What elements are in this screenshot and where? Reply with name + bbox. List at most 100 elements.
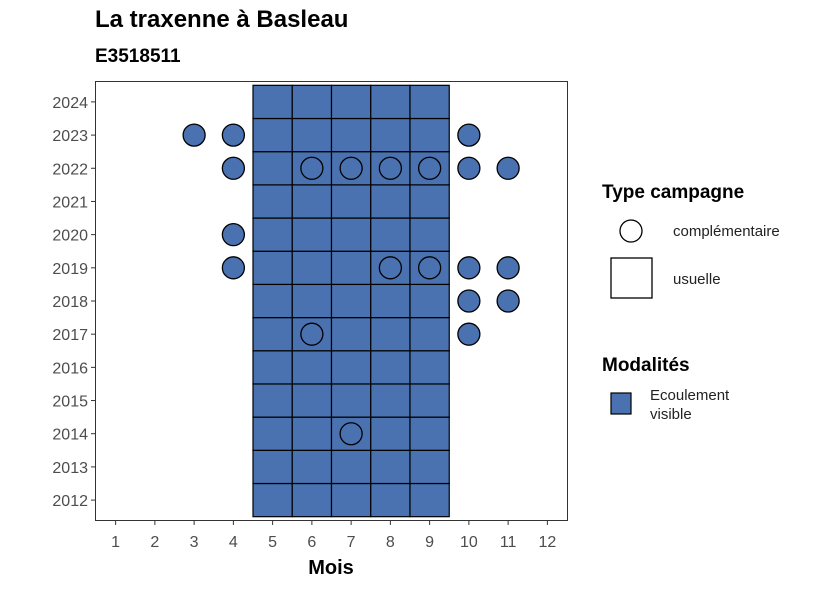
usuelle-square-5-2023 (252, 117, 293, 153)
y-tick-label-2015: 2015 (52, 394, 88, 411)
usuelle-square-8-2020 (370, 217, 411, 252)
usuelle-square-5-2017 (252, 316, 293, 352)
usuelle-square-9-2014 (409, 416, 450, 451)
y-tick-label-2013: 2013 (52, 460, 88, 477)
usuelle-square-5-2018 (252, 283, 293, 319)
usuelle-square-5-2012 (252, 482, 293, 518)
complementaire-point-10-2018 (457, 289, 481, 313)
y-tick-label-2021: 2021 (52, 194, 88, 211)
usuelle-square-8-2017 (370, 316, 411, 352)
usuelle-square-5-2024 (252, 84, 293, 120)
legend-type-title: Type campagne (602, 182, 744, 203)
complementaire-point-4-2022 (221, 156, 246, 180)
complementaire-point-6-2017 (300, 322, 324, 346)
usuelle-square-7-2012 (330, 482, 372, 518)
usuelle-squares (252, 84, 450, 518)
usuelle-square-5-2020 (252, 217, 293, 252)
complementaire-point-11-2022 (496, 156, 520, 180)
y-tick-label-2017: 2017 (52, 327, 88, 344)
usuelle-square-9-2023 (409, 117, 450, 153)
usuelle-square-7-2019 (330, 250, 372, 286)
y-axis: 2012 2013 2014 2015 2016 2017 2018 2019 2020 2021… (52, 95, 96, 510)
usuelle-square-8-2024 (370, 84, 411, 120)
usuelle-square-6-2016 (291, 350, 333, 385)
complementaire-point-10-2023 (457, 123, 481, 147)
usuelle-square-8-2021 (370, 184, 411, 219)
y-tick-label-2012: 2012 (52, 493, 88, 510)
usuelle-square-8-2023 (370, 117, 411, 153)
legend-type-item-usuelle: usuelle (673, 271, 721, 288)
usuelle-square-6-2014 (291, 416, 333, 451)
usuelle-square-5-2021 (252, 184, 293, 219)
usuelle-square-5-2015 (252, 383, 293, 418)
usuelle-square-8-2014 (370, 416, 411, 451)
complementaire-point-4-2023 (221, 123, 246, 147)
usuelle-square-7-2017 (330, 316, 372, 352)
usuelle-square-9-2012 (409, 482, 450, 518)
legend-mod-item-ecoulement: Ecoulement visible (650, 387, 733, 423)
usuelle-square-5-2019 (252, 250, 293, 286)
usuelle-square-8-2015 (370, 383, 411, 418)
x-tick-label-12: 12 (538, 534, 556, 551)
usuelle-square-7-2016 (330, 350, 372, 385)
x-tick-label-2: 2 (150, 534, 159, 551)
x-tick-label-8: 8 (386, 534, 395, 551)
x-tick-label-4: 4 (229, 534, 238, 551)
complementaire-point-8-2019 (378, 256, 403, 280)
complementaire-point-10-2022 (457, 156, 481, 180)
usuelle-square-7-2020 (330, 217, 372, 252)
usuelle-square-9-2016 (409, 350, 450, 385)
x-tick-label-1: 1 (111, 534, 120, 551)
complementaire-point-7-2014 (339, 422, 363, 446)
y-tick-label-2023: 2023 (52, 128, 88, 145)
legend-type-item-complementaire: complémentaire (673, 223, 780, 240)
usuelle-square-6-2015 (291, 383, 333, 418)
usuelle-square-7-2021 (330, 184, 372, 219)
x-tick-label-3: 3 (190, 534, 199, 551)
usuelle-square-7-2018 (330, 283, 372, 319)
complementaire-point-6-2022 (300, 156, 324, 180)
x-tick-label-11: 11 (500, 534, 517, 551)
x-tick-label-5: 5 (268, 534, 277, 551)
usuelle-square-7-2015 (330, 383, 372, 418)
x-tick-label-9: 9 (425, 534, 434, 551)
legend-circle-key (619, 219, 643, 243)
usuelle-square-6-2024 (291, 84, 333, 120)
usuelle-square-7-2023 (330, 117, 372, 153)
complementaire-point-8-2022 (378, 156, 403, 180)
complementaire-point-4-2019 (221, 256, 246, 280)
complementaire-point-9-2019 (417, 256, 442, 280)
y-tick-label-2016: 2016 (52, 360, 88, 377)
usuelle-square-6-2019 (291, 250, 333, 286)
chart-title: La traxenne à Basleau (95, 6, 349, 33)
usuelle-square-6-2021 (291, 184, 333, 219)
complementaire-point-11-2018 (496, 289, 520, 313)
usuelle-square-9-2018 (409, 283, 450, 319)
usuelle-square-8-2018 (370, 283, 411, 319)
complementaire-point-11-2019 (496, 256, 520, 280)
usuelle-square-7-2024 (330, 84, 372, 120)
y-tick-label-2020: 2020 (52, 228, 88, 245)
usuelle-square-9-2024 (409, 84, 450, 120)
usuelle-square-6-2013 (291, 449, 333, 485)
legend-mod-key (610, 392, 632, 415)
usuelle-square-6-2012 (291, 482, 333, 518)
legend-mod-title: Modalités (602, 355, 690, 376)
usuelle-square-9-2013 (409, 449, 450, 485)
y-tick-label-2018: 2018 (52, 294, 88, 311)
y-tick-label-2024: 2024 (52, 95, 88, 112)
x-axis: 1 2 3 4 5 6 7 8 9 10 11 12 (111, 520, 556, 551)
usuelle-square-7-2013 (330, 449, 372, 485)
usuelle-square-5-2014 (252, 416, 293, 451)
legend: Type campagne complémentaire usuelle Mod… (602, 182, 780, 423)
usuelle-square-8-2013 (370, 449, 411, 485)
usuelle-square-8-2012 (370, 482, 411, 518)
complementaire-point-9-2022 (417, 156, 442, 180)
complementaire-point-4-2020 (221, 222, 246, 247)
usuelle-square-9-2015 (409, 383, 450, 418)
y-tick-label-2022: 2022 (52, 161, 88, 178)
y-tick-label-2019: 2019 (52, 261, 88, 278)
x-tick-label-6: 6 (307, 534, 316, 551)
x-tick-label-10: 10 (460, 534, 478, 551)
